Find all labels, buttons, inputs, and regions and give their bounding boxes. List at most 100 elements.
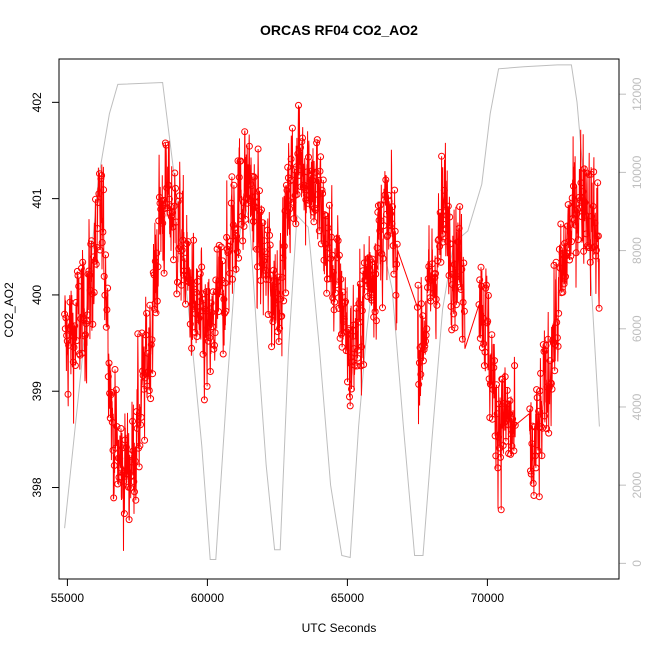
data-point bbox=[104, 284, 112, 292]
data-point bbox=[274, 273, 282, 281]
data-point bbox=[289, 198, 297, 206]
data-point bbox=[389, 242, 397, 250]
data-point bbox=[258, 206, 265, 214]
data-point bbox=[324, 224, 332, 232]
data-point bbox=[578, 213, 586, 221]
data-point bbox=[159, 219, 167, 227]
data-point bbox=[446, 240, 454, 248]
data-point bbox=[454, 238, 462, 246]
data-point bbox=[317, 153, 325, 161]
data-point bbox=[373, 244, 381, 252]
data-point bbox=[76, 351, 84, 359]
data-point bbox=[144, 349, 152, 357]
y2-tick-label: 10000 bbox=[630, 155, 644, 189]
data-point bbox=[305, 153, 312, 161]
data-point bbox=[252, 199, 260, 207]
data-point bbox=[332, 281, 340, 289]
data-point bbox=[203, 382, 211, 390]
data-point bbox=[131, 457, 139, 465]
data-point bbox=[195, 314, 203, 322]
data-point bbox=[251, 203, 259, 211]
data-point bbox=[376, 201, 384, 209]
data-point bbox=[285, 197, 293, 205]
data-point bbox=[147, 341, 155, 349]
data-point bbox=[143, 309, 151, 317]
data-point bbox=[339, 288, 347, 296]
data-point bbox=[260, 257, 267, 265]
data-point bbox=[272, 289, 280, 297]
data-point bbox=[555, 309, 563, 317]
data-point bbox=[379, 304, 386, 312]
data-point bbox=[595, 304, 603, 312]
data-point bbox=[354, 354, 362, 362]
data-point bbox=[387, 210, 394, 218]
data-point bbox=[145, 367, 153, 375]
data-point bbox=[180, 267, 188, 275]
data-point bbox=[204, 324, 212, 331]
data-point bbox=[431, 274, 439, 281]
data-point bbox=[282, 181, 290, 189]
data-point bbox=[437, 258, 445, 266]
data-point bbox=[130, 478, 138, 486]
data-point bbox=[589, 202, 597, 210]
data-point bbox=[480, 340, 488, 348]
data-point bbox=[509, 415, 517, 423]
data-point bbox=[204, 337, 212, 345]
data-point bbox=[71, 322, 79, 330]
data-point bbox=[278, 312, 286, 320]
series-co2-points bbox=[61, 101, 603, 524]
data-point bbox=[97, 175, 105, 183]
data-point bbox=[417, 300, 425, 308]
data-point bbox=[358, 307, 366, 315]
data-point bbox=[392, 291, 400, 299]
data-point bbox=[360, 361, 368, 369]
data-point bbox=[168, 209, 176, 217]
data-point bbox=[442, 225, 450, 233]
data-point bbox=[70, 343, 78, 351]
data-point bbox=[170, 256, 177, 264]
data-point bbox=[292, 220, 300, 228]
data-point bbox=[556, 264, 564, 272]
data-point bbox=[193, 333, 201, 341]
data-point bbox=[543, 425, 551, 433]
data-point bbox=[276, 295, 284, 303]
data-point bbox=[215, 241, 223, 249]
data-point bbox=[527, 470, 535, 478]
data-point bbox=[121, 436, 129, 444]
data-point bbox=[273, 278, 281, 286]
data-point bbox=[146, 301, 154, 309]
data-point bbox=[506, 397, 514, 405]
data-point bbox=[295, 171, 303, 179]
series-altitude-line bbox=[64, 64, 600, 560]
data-point bbox=[165, 181, 173, 189]
data-point bbox=[86, 271, 93, 279]
data-point bbox=[303, 191, 310, 199]
data-point bbox=[529, 479, 537, 487]
data-point bbox=[141, 374, 149, 382]
data-point bbox=[440, 186, 448, 194]
data-point bbox=[299, 134, 306, 142]
data-point bbox=[219, 257, 226, 265]
data-point bbox=[268, 311, 276, 319]
data-point bbox=[312, 168, 320, 176]
data-point bbox=[292, 163, 300, 171]
data-point bbox=[372, 270, 380, 278]
data-point bbox=[95, 190, 103, 198]
data-point bbox=[266, 241, 274, 249]
data-point bbox=[132, 496, 140, 504]
data-point bbox=[155, 217, 163, 225]
data-point bbox=[476, 276, 484, 284]
data-point bbox=[217, 288, 224, 296]
data-point bbox=[270, 266, 278, 274]
data-point bbox=[457, 286, 465, 293]
data-point bbox=[549, 339, 557, 347]
data-point bbox=[538, 452, 546, 460]
data-point bbox=[568, 238, 575, 246]
data-point bbox=[287, 155, 295, 163]
data-point bbox=[414, 281, 422, 289]
data-point bbox=[551, 367, 559, 375]
data-point bbox=[116, 454, 124, 462]
data-point bbox=[590, 168, 598, 176]
data-point bbox=[326, 275, 334, 283]
data-point bbox=[580, 247, 588, 255]
